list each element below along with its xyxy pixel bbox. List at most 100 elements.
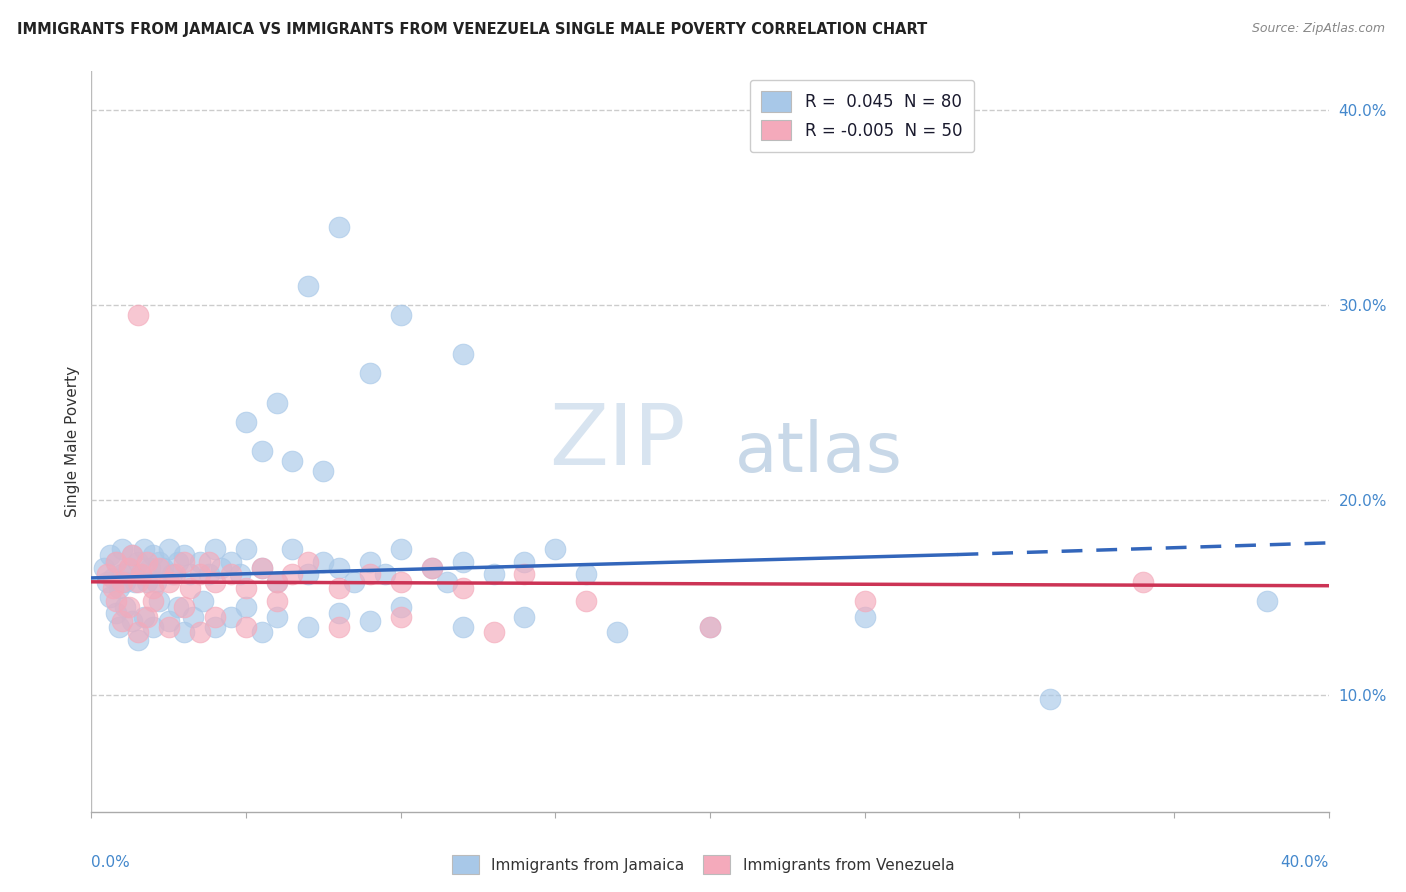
Point <box>148 555 170 569</box>
Point <box>219 567 242 582</box>
Point <box>513 567 536 582</box>
Point <box>188 567 211 582</box>
Point <box>544 541 567 556</box>
Point <box>297 567 319 582</box>
Point <box>121 548 143 562</box>
Point <box>281 567 304 582</box>
Point <box>173 600 195 615</box>
Point <box>152 561 174 575</box>
Point <box>127 574 149 589</box>
Point <box>389 574 412 589</box>
Point <box>98 591 121 605</box>
Point <box>96 567 118 582</box>
Point <box>266 594 288 608</box>
Point <box>235 619 257 633</box>
Point <box>121 614 143 628</box>
Point <box>157 619 180 633</box>
Point <box>142 619 165 633</box>
Point <box>250 444 273 458</box>
Point <box>157 574 180 589</box>
Point <box>148 594 170 608</box>
Point <box>266 610 288 624</box>
Point <box>328 220 350 235</box>
Point <box>136 610 159 624</box>
Point <box>108 581 131 595</box>
Point <box>853 610 876 624</box>
Point <box>142 548 165 562</box>
Point <box>328 581 350 595</box>
Point <box>451 555 474 569</box>
Point <box>1132 574 1154 589</box>
Point <box>114 574 136 589</box>
Point <box>198 555 221 569</box>
Text: 0.0%: 0.0% <box>91 855 131 870</box>
Point <box>127 633 149 648</box>
Point <box>163 567 186 582</box>
Point <box>389 600 412 615</box>
Point <box>699 619 721 633</box>
Point <box>482 567 505 582</box>
Point <box>179 567 201 582</box>
Point <box>142 594 165 608</box>
Point <box>482 625 505 640</box>
Point <box>343 574 366 589</box>
Point <box>198 567 221 582</box>
Point <box>139 561 162 575</box>
Point <box>575 594 598 608</box>
Point <box>204 610 226 624</box>
Point <box>121 548 143 562</box>
Point <box>420 561 443 575</box>
Text: 40.0%: 40.0% <box>1281 855 1329 870</box>
Point <box>266 574 288 589</box>
Point <box>436 574 458 589</box>
Point <box>108 619 131 633</box>
Point <box>266 395 288 409</box>
Point <box>105 555 128 569</box>
Point <box>420 561 443 575</box>
Point <box>1039 691 1062 706</box>
Point <box>111 574 134 589</box>
Point <box>136 574 159 589</box>
Point <box>132 541 155 556</box>
Point <box>173 555 195 569</box>
Point <box>250 561 273 575</box>
Point <box>117 600 139 615</box>
Point <box>188 625 211 640</box>
Point <box>157 541 180 556</box>
Point <box>157 614 180 628</box>
Point <box>117 561 139 575</box>
Point <box>111 567 134 582</box>
Point <box>389 610 412 624</box>
Point <box>129 567 152 582</box>
Point <box>173 548 195 562</box>
Point <box>451 347 474 361</box>
Point <box>389 541 412 556</box>
Text: atlas: atlas <box>735 419 903 486</box>
Point <box>297 278 319 293</box>
Point <box>167 555 190 569</box>
Point <box>359 567 381 582</box>
Point <box>117 561 139 575</box>
Point <box>451 581 474 595</box>
Point <box>250 561 273 575</box>
Point <box>127 308 149 322</box>
Point <box>98 548 121 562</box>
Point <box>114 600 136 615</box>
Point <box>1256 594 1278 608</box>
Point <box>389 308 412 322</box>
Point <box>183 610 205 624</box>
Point <box>219 555 242 569</box>
Point <box>312 555 335 569</box>
Point <box>312 464 335 478</box>
Point <box>204 619 226 633</box>
Point <box>328 619 350 633</box>
Point <box>235 541 257 556</box>
Point <box>281 454 304 468</box>
Point <box>96 574 118 589</box>
Point <box>160 567 183 582</box>
Point <box>173 625 195 640</box>
Point <box>575 567 598 582</box>
Point <box>93 561 115 575</box>
Point <box>266 574 288 589</box>
Point <box>105 555 128 569</box>
